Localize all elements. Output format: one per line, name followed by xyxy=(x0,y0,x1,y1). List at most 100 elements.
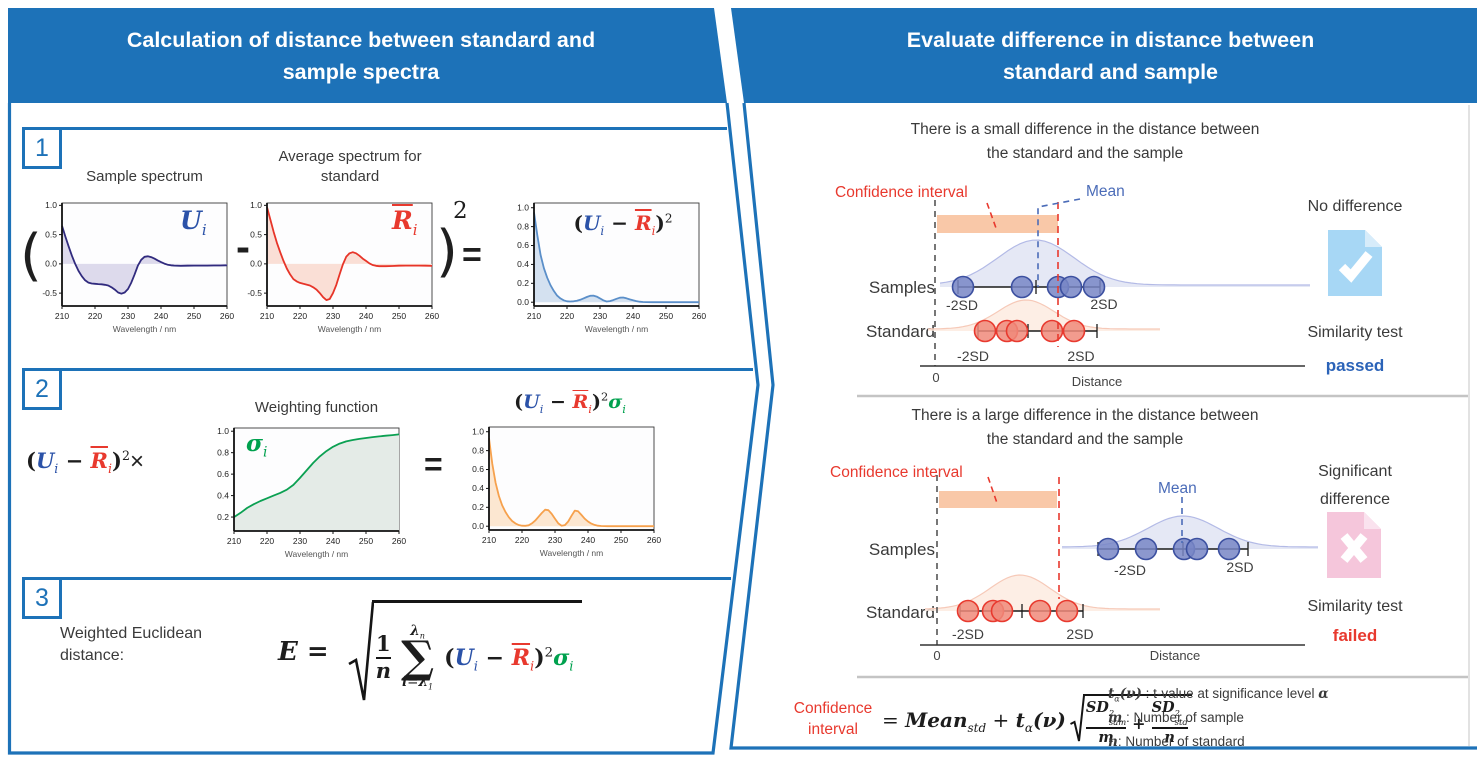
x-tick-label: 240 xyxy=(326,536,340,546)
samples-label-2: Samples xyxy=(868,540,935,559)
samples-sd-label: 2SD xyxy=(1226,559,1253,575)
x-tick-label: 230 xyxy=(593,311,607,321)
samples-distribution-fill xyxy=(1062,516,1318,549)
curve-fill xyxy=(234,434,399,531)
x-mark xyxy=(1340,533,1368,563)
standard-data-point xyxy=(1005,319,1029,343)
axis-zero-label: 0 xyxy=(933,648,940,663)
y-tick-label: -0.5 xyxy=(42,288,57,298)
legend-m: m : Number of sample xyxy=(1108,710,1244,726)
y-tick-label: 0.5 xyxy=(45,229,57,239)
standard-sd-label: 2SD xyxy=(1066,626,1093,642)
legend-n: n: Number of standard xyxy=(1108,734,1245,750)
y-tick-label: 0.4 xyxy=(472,483,484,493)
distance-axis-label: Distance xyxy=(1072,374,1123,389)
y-tick-label: 0.8 xyxy=(217,447,229,457)
confidence-interval-pointer xyxy=(986,202,997,229)
distance-axis-label: Distance xyxy=(1150,648,1201,663)
y-tick-label: 0.2 xyxy=(472,502,484,512)
mean-dashed-line xyxy=(1037,198,1081,287)
standard-data-point xyxy=(1028,599,1052,623)
x-tick-label: 260 xyxy=(392,536,406,546)
samples-data-point xyxy=(1059,275,1083,299)
square-exponent: 2 xyxy=(453,198,468,224)
confidence-interval-label-1: Confidence interval xyxy=(835,184,968,201)
y-tick-label: 0.0 xyxy=(45,259,57,269)
x-tick-label: 230 xyxy=(326,311,340,321)
sigma-symbol: ∑ xyxy=(401,631,435,683)
step3-number: 3 xyxy=(22,577,62,619)
step1-number: 1 xyxy=(22,127,62,169)
mean-label-1: Mean xyxy=(1086,183,1125,200)
spectrum-curve xyxy=(488,438,654,528)
x-tick-label: 210 xyxy=(260,311,274,321)
folded-corner xyxy=(1365,230,1382,247)
x-axis-label: Wavelength / nm xyxy=(285,549,348,559)
sum-upper-limit: λn xyxy=(410,623,425,641)
standard-data-point xyxy=(973,319,997,343)
x-tick-label: 210 xyxy=(482,535,496,545)
left-panel-title: Calculation of distance between standard… xyxy=(8,8,714,103)
radical-hook xyxy=(348,601,374,701)
sample-spectrum-chart: 1.0 0.5 0.0 -0.5 210 220 230 240 250 260 Wavelengt… xyxy=(42,200,234,334)
x-tick-label: 260 xyxy=(647,535,661,545)
sd-std-fraction: SD 2 std n xyxy=(1151,698,1188,746)
confidence-interval-label-2: Confidence interval xyxy=(830,464,963,481)
plus-operator: + xyxy=(1132,713,1146,733)
x-tick-label: 240 xyxy=(626,311,640,321)
weighted-euclidean-label: Weighted Euclidean distance: xyxy=(60,625,203,664)
mean-label-2: Mean xyxy=(1158,480,1197,497)
spectrum-curve xyxy=(533,212,699,304)
x-tick-label: 210 xyxy=(527,311,541,321)
summation: λn ∑ i=λ1 xyxy=(401,623,435,691)
sigma-i-label: σi xyxy=(246,430,268,461)
y-tick-label: 1.0 xyxy=(517,202,529,212)
standard-label-2: Standard xyxy=(866,603,935,622)
right-title-line2: standard and sample xyxy=(1002,59,1219,84)
samples-data-point xyxy=(1217,537,1241,561)
y-tick-label: -0.5 xyxy=(247,288,262,298)
y-tick-label: 1.0 xyxy=(217,426,229,436)
sd-sam-fraction: SD 2 sam m xyxy=(1085,698,1127,746)
close-paren: ) xyxy=(436,219,458,284)
formula-legend: tα(ν) : t-value at significance level α … xyxy=(1108,682,1474,754)
left-panel-border xyxy=(7,102,760,755)
right-header-band xyxy=(731,8,1477,103)
step2-rule xyxy=(56,368,753,371)
y-tick-label: 0.2 xyxy=(217,512,229,522)
right-panel-title: Evaluate difference in distance between … xyxy=(744,8,1477,103)
samples-data-point xyxy=(1134,537,1158,561)
x-tick-label: 250 xyxy=(392,311,406,321)
x-tick-label: 250 xyxy=(659,311,673,321)
significant-difference-label: Significant difference xyxy=(1318,463,1392,508)
y-tick-label: 0.8 xyxy=(517,221,529,231)
x-tick-label: 250 xyxy=(614,535,628,545)
failed-label: failed xyxy=(1332,626,1378,645)
x-tick-label: 210 xyxy=(55,311,69,321)
y-tick-label: 0.0 xyxy=(250,259,262,269)
squared-difference-chart: 1.0 0.8 0.6 0.4 0.2 0.0 210 220 230 240 250 260 Wave… xyxy=(517,202,706,334)
curve-fill xyxy=(62,225,227,294)
standard-sd-label: -2SD xyxy=(957,348,989,364)
x-tick-label: 230 xyxy=(121,311,135,321)
check-mark xyxy=(1338,251,1373,283)
y-tick-label: 1.0 xyxy=(250,200,262,210)
passed-label: passed xyxy=(1325,356,1385,375)
step1-rule xyxy=(56,127,727,130)
samples-distribution-curve xyxy=(939,239,1310,286)
x-tick-label: 240 xyxy=(581,535,595,545)
spectrum-curve xyxy=(266,206,433,301)
y-tick-label: 0.8 xyxy=(472,445,484,455)
left-title-line2: sample spectra xyxy=(282,59,440,84)
standard-label-1: Standard xyxy=(866,322,935,341)
standard-data-point xyxy=(1055,599,1079,623)
average-spectrum-chart: 1.0 0.5 0.0 -0.5 210 220 230 240 250 260 Wavelengt… xyxy=(247,200,439,334)
standard-data-point xyxy=(956,599,980,623)
x-tick-label: 240 xyxy=(154,311,168,321)
standard-data-point xyxy=(1062,319,1086,343)
y-tick-label: 0.0 xyxy=(472,521,484,531)
x-tick-label: 220 xyxy=(515,535,529,545)
euclidean-distance-formula: E = 1 n λn ∑ i=λ1 (Ui − Ri)2σi xyxy=(278,596,582,708)
